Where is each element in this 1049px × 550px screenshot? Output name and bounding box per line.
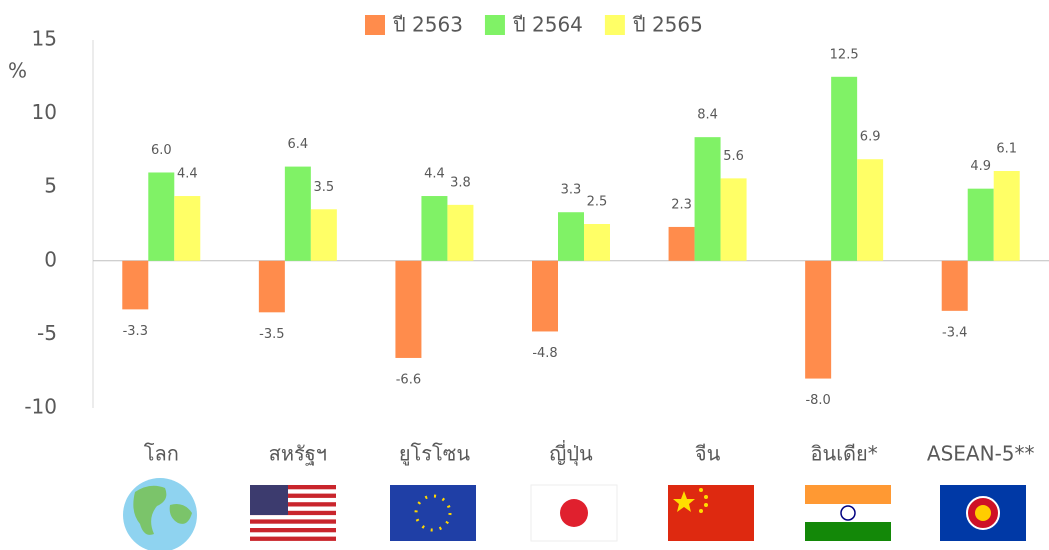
flag-asean	[940, 485, 1026, 541]
flag-usa	[250, 485, 336, 541]
bar	[967, 188, 994, 261]
bar	[310, 209, 337, 261]
bar	[421, 196, 448, 261]
legend-swatch	[484, 15, 505, 35]
value-label: 2.3	[671, 197, 692, 212]
x-tick-label: จีน	[695, 442, 721, 466]
bar	[447, 204, 474, 261]
value-label: 4.4	[424, 167, 445, 182]
y-tick-label: 15	[32, 27, 57, 51]
y-tick-label: 0	[44, 247, 57, 271]
bar	[148, 172, 175, 261]
value-label: -3.4	[942, 325, 967, 340]
value-label: -6.6	[396, 372, 421, 387]
x-tick-label: ยูโรโซน	[399, 442, 471, 467]
value-label: 4.9	[970, 159, 991, 174]
bar	[532, 260, 558, 332]
legend-label: ปี 2564	[513, 13, 583, 37]
value-label: 6.4	[288, 137, 309, 152]
value-label: 6.9	[860, 130, 881, 145]
legend-swatch	[365, 15, 385, 35]
x-tick-label: อินเดีย*	[811, 442, 878, 466]
y-tick-label: 10	[32, 100, 57, 124]
value-label: 3.5	[314, 180, 335, 195]
bar	[258, 260, 285, 313]
flag-eu	[390, 485, 476, 541]
bar	[805, 260, 832, 379]
value-label: 8.4	[697, 108, 718, 123]
bar	[668, 226, 695, 261]
bar	[831, 76, 858, 261]
value-label: 5.6	[723, 149, 744, 164]
bar	[284, 166, 311, 261]
legend-swatch	[604, 15, 625, 35]
legend-label: ปี 2563	[393, 13, 463, 37]
bar	[694, 137, 721, 261]
flag-world-land	[133, 485, 192, 535]
bar	[174, 196, 201, 261]
bar	[857, 159, 884, 261]
legend-label: ปี 2565	[633, 13, 703, 37]
flag-china	[668, 485, 754, 541]
flag-india	[805, 485, 891, 541]
value-label: -3.5	[259, 327, 284, 342]
bar	[584, 224, 610, 261]
value-label: 6.1	[996, 142, 1017, 157]
x-tick-label: ASEAN-5**	[927, 442, 1035, 466]
value-label: 4.4	[177, 167, 198, 182]
value-label: -3.3	[123, 324, 148, 339]
value-label: 12.5	[830, 47, 859, 62]
value-label: 3.3	[561, 183, 582, 198]
x-tick-label: ญี่ปุ่น	[549, 440, 593, 467]
value-label: 3.8	[450, 175, 471, 190]
x-tick-label: สหรัฐฯ	[269, 442, 327, 466]
y-tick-label: -5	[37, 321, 57, 345]
bar	[941, 260, 968, 311]
bar	[558, 212, 584, 261]
y-tick-label: -10	[24, 395, 57, 419]
value-label: -4.8	[532, 346, 557, 361]
bar	[720, 178, 747, 261]
y-tick-label: 5	[44, 174, 57, 198]
bar	[395, 260, 422, 358]
value-label: 6.0	[151, 143, 172, 158]
value-label: 2.5	[587, 195, 608, 210]
x-tick-label: โลก	[144, 442, 179, 466]
bar	[993, 171, 1020, 261]
flags	[123, 478, 1026, 550]
value-label: -8.0	[805, 393, 830, 408]
y-axis-label: %	[8, 59, 27, 83]
bar	[122, 260, 149, 310]
flag-japan	[530, 484, 618, 542]
